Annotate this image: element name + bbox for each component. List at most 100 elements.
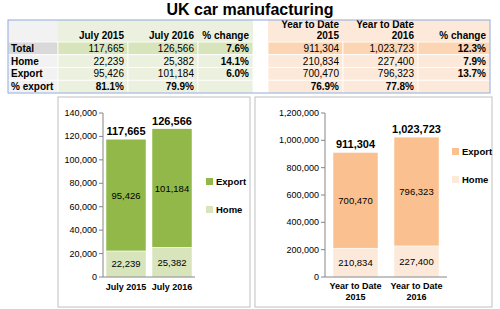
- header-line: % change: [439, 30, 486, 41]
- table-cell: [128, 42, 198, 55]
- page: UK car manufacturing July 2015 July 2016 % …: [0, 0, 500, 309]
- bar: [106, 251, 146, 277]
- legend-label: Export: [216, 176, 247, 187]
- table-cell: [58, 55, 128, 68]
- table-cell: [198, 80, 253, 93]
- x-axis: [325, 277, 447, 278]
- row-label-cell: [8, 55, 58, 68]
- table-cell: [268, 80, 343, 93]
- header-text: July 2016: [149, 30, 194, 41]
- tick-label: 80,000: [69, 178, 97, 188]
- tick: [321, 195, 325, 196]
- category-line: Year to Date: [390, 281, 442, 291]
- header-line: Year to Date: [356, 19, 414, 30]
- table-cell: [58, 80, 128, 93]
- header-cell: [418, 20, 490, 42]
- chart-frame: [58, 97, 250, 307]
- y-axis: [103, 113, 104, 277]
- tick: [321, 277, 325, 278]
- legend-label: Home: [216, 204, 242, 215]
- chart: 210,834227,400700,470796,323911,3041,023…: [255, 97, 493, 307]
- cell-text: 6.0%: [226, 68, 249, 79]
- title: UK car manufacturing: [166, 1, 333, 18]
- category-label: July 2015: [106, 282, 147, 292]
- tick-label: 1,000,000: [279, 135, 319, 145]
- header-cell: [343, 20, 418, 42]
- tick: [321, 167, 325, 168]
- legend-label: Export: [462, 146, 493, 157]
- header-cell: [128, 20, 198, 42]
- category-label: Year to Date2016: [390, 281, 442, 302]
- tick: [99, 277, 103, 278]
- header-line: July 2015: [79, 30, 124, 41]
- category-line: 2016: [406, 292, 426, 302]
- tick-label: 0: [314, 272, 319, 282]
- cell-text: 126,566: [158, 43, 195, 54]
- cell-text: 22,239: [93, 56, 124, 67]
- bar: [106, 139, 146, 251]
- header-cell: [198, 20, 253, 42]
- total-label: 911,304: [336, 138, 376, 150]
- table-cell: [343, 42, 418, 55]
- data-label: 227,400: [399, 256, 433, 267]
- header-line: 2015: [317, 30, 340, 41]
- bars: [106, 129, 192, 277]
- total-label: 1,023,723: [392, 123, 441, 135]
- data-label: 101,184: [155, 183, 189, 194]
- table-cell: [343, 80, 418, 93]
- header-text: July 2015: [79, 30, 124, 41]
- tick: [321, 113, 325, 114]
- header-line: July 2016: [149, 30, 194, 41]
- tick: [99, 113, 103, 114]
- cell-text: 101,184: [158, 68, 195, 79]
- bars: [333, 137, 439, 277]
- cell-text: 13.7%: [458, 68, 486, 79]
- data-label: 95,426: [111, 190, 140, 201]
- row-label-cell: [8, 68, 58, 81]
- bar: [333, 248, 378, 277]
- bar: [333, 152, 378, 248]
- chart-frame: [255, 97, 492, 307]
- table-cell: [418, 55, 490, 68]
- data-label: 700,470: [338, 195, 372, 206]
- tick: [99, 206, 103, 207]
- row-label: Export: [11, 68, 43, 79]
- cell-text: 796,323: [378, 68, 415, 79]
- tick-label: 60,000: [69, 202, 97, 212]
- header-cell: [8, 20, 58, 42]
- tick-label: 20,000: [69, 249, 97, 259]
- row-label-cell: [8, 42, 58, 55]
- table-cell: [268, 55, 343, 68]
- cell-text: 14.1%: [221, 56, 249, 67]
- header-text: % change: [439, 30, 486, 41]
- table-cell: [343, 68, 418, 81]
- header-line: % change: [202, 30, 249, 41]
- category-label: Year to Date2015: [329, 281, 381, 302]
- legend-swatch: [206, 178, 213, 185]
- tick-label: 120,000: [64, 131, 97, 141]
- summary-table: July 2015July 2016% changeYear to Date20…: [8, 19, 490, 93]
- tick: [99, 230, 103, 231]
- table-gap: [253, 20, 268, 93]
- tick: [99, 159, 103, 160]
- row-label: Home: [11, 56, 39, 67]
- cell-text: 25,382: [163, 56, 194, 67]
- table-cell: [418, 68, 490, 81]
- header-line: 2016: [392, 30, 415, 41]
- tick: [99, 136, 103, 137]
- cell-text: 7.9%: [463, 56, 486, 67]
- tick: [321, 140, 325, 141]
- tick-label: 140,000: [64, 108, 97, 118]
- header-text: % change: [202, 30, 249, 41]
- data-label: 210,834: [338, 257, 372, 268]
- table-border: [8, 20, 490, 93]
- cell-text: 911,304: [304, 43, 340, 54]
- cell-text: 117,665: [89, 43, 125, 54]
- cell-text: 12.3%: [458, 43, 486, 54]
- cell-text: 227,400: [378, 56, 415, 67]
- chart: 22,23925,38295,426101,184117,665126,5660…: [58, 97, 250, 307]
- table-cell: [128, 55, 198, 68]
- legend-swatch: [206, 206, 213, 213]
- tick: [99, 253, 103, 254]
- total-label: 126,566: [152, 115, 192, 127]
